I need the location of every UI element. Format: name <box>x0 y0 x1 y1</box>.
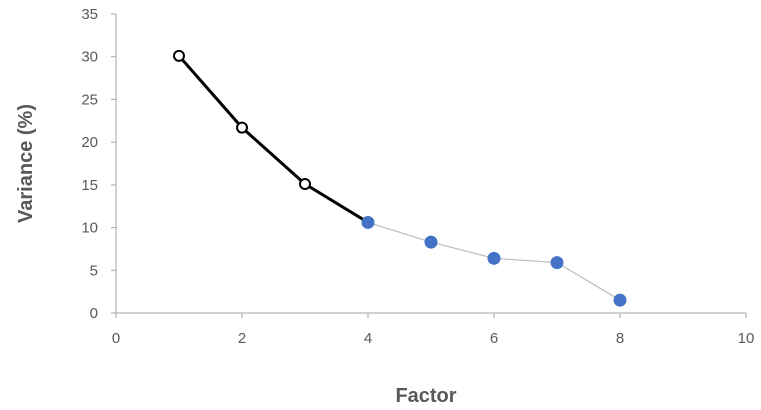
line-segment <box>430 241 495 259</box>
y-axis-title: Variance (%) <box>15 104 37 223</box>
y-tick-label: 35 <box>81 6 98 23</box>
filled-data-point <box>613 293 627 307</box>
y-tick-labels: 0 5 10 15 20 25 30 35 <box>81 6 116 322</box>
filled-data-point <box>424 235 438 249</box>
x-axis-title: Factor <box>395 385 456 407</box>
line-segment <box>493 257 558 264</box>
filled-data-point <box>487 251 501 265</box>
y-tick-label: 30 <box>81 49 98 66</box>
y-tick-label: 20 <box>81 134 98 151</box>
filled-data-point <box>361 215 375 229</box>
emphasized-line-segment <box>177 54 244 130</box>
emphasized-line-segment <box>240 126 307 186</box>
emphasized-line-segment <box>303 182 370 224</box>
y-tick-label: 15 <box>81 177 98 194</box>
x-tick-label: 6 <box>490 330 498 347</box>
filled-data-point <box>550 256 564 270</box>
y-tick-label: 25 <box>81 91 98 108</box>
y-tick-label: 0 <box>90 305 98 322</box>
axes <box>115 14 746 314</box>
series-lines <box>177 54 621 301</box>
x-tick-labels: 0 2 4 6 8 10 <box>112 313 755 347</box>
x-tick-label: 2 <box>238 330 246 347</box>
y-tick-label: 5 <box>90 262 98 279</box>
series-points <box>173 49 627 307</box>
line-segment <box>556 261 621 301</box>
line-segment <box>367 221 432 243</box>
open-data-point <box>299 178 311 191</box>
y-tick-label: 10 <box>81 220 98 237</box>
open-data-point <box>173 49 185 62</box>
x-tick-label: 10 <box>738 330 755 347</box>
open-data-point <box>236 121 248 134</box>
x-tick-label: 0 <box>112 330 120 347</box>
x-tick-label: 8 <box>616 330 624 347</box>
x-tick-label: 4 <box>364 330 372 347</box>
